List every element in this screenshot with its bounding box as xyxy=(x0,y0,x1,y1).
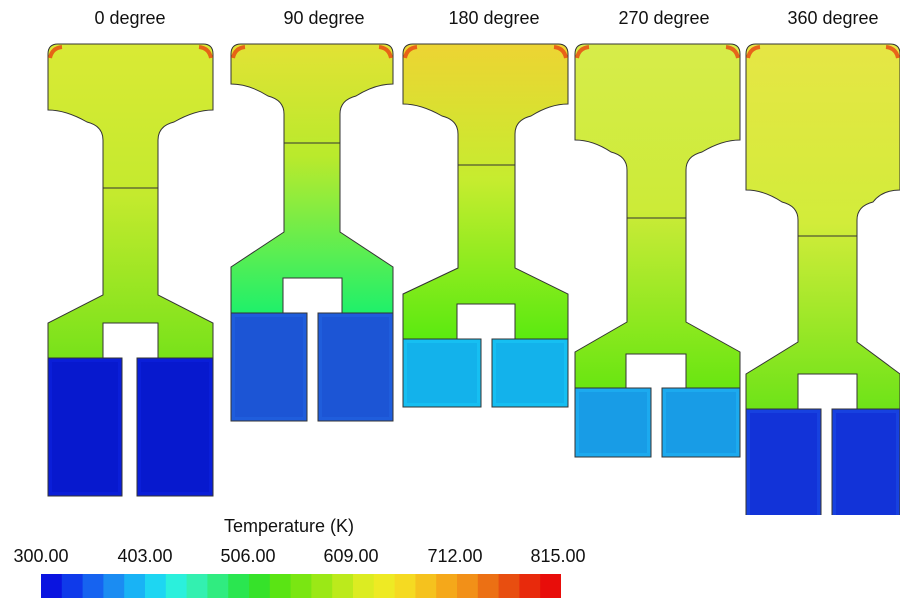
base-shade-right xyxy=(666,392,736,453)
colorbar-tick-label: 403.00 xyxy=(117,546,173,566)
hot-edge-left xyxy=(48,45,63,59)
colorbar-segment xyxy=(186,574,208,598)
colorbar-segment xyxy=(457,574,479,598)
colorbar-segment xyxy=(82,574,104,598)
hot-edge-right xyxy=(725,45,740,59)
hot-edge-left xyxy=(746,45,761,59)
colorbar-tick-label: 506.00 xyxy=(220,546,276,566)
hot-edge-right xyxy=(378,45,393,59)
temperature-colorbar xyxy=(41,574,561,598)
colorbar-segment xyxy=(353,574,375,598)
colorbar-segment xyxy=(498,574,520,598)
hot-edge-left xyxy=(231,45,246,59)
colorbar-segment xyxy=(207,574,229,598)
colorbar-tick-label: 712.00 xyxy=(427,546,483,566)
legend-title: Temperature (K) xyxy=(224,516,355,536)
colorbar-segment xyxy=(145,574,167,598)
colorbar-segment xyxy=(436,574,458,598)
hot-edge-left xyxy=(575,45,590,59)
colorbar-segment xyxy=(311,574,333,598)
hot-edge-right xyxy=(198,45,213,59)
panel-3 xyxy=(574,43,741,458)
base-shade-left xyxy=(52,362,118,492)
colorbar-tick-label: 815.00 xyxy=(530,546,586,566)
panel-1 xyxy=(230,43,394,422)
colorbar-segment xyxy=(103,574,125,598)
colorbar-segment xyxy=(61,574,84,598)
base-shade-right xyxy=(322,317,389,417)
colorbar-segment xyxy=(415,574,437,598)
colorbar-segment xyxy=(477,574,500,598)
conductor-body xyxy=(230,43,394,314)
temperature-contour-panels xyxy=(47,43,900,515)
base-shade-left xyxy=(407,343,477,403)
colorbar-segment xyxy=(249,574,271,598)
hot-edge-right xyxy=(885,45,900,59)
colorbar-segment xyxy=(124,574,146,598)
panel-title: 180 degree xyxy=(448,8,540,28)
base-shade-left xyxy=(579,392,647,453)
colorbar-tick-label: 300.00 xyxy=(13,546,69,566)
colorbar-segment xyxy=(290,574,312,598)
base-shade-left xyxy=(750,413,817,515)
hot-edge-right xyxy=(553,45,568,59)
base-shade-right xyxy=(141,362,209,492)
colorbar-segment xyxy=(165,574,188,598)
colorbar-segment xyxy=(540,574,561,598)
conductor-body xyxy=(402,43,569,340)
panel-title: 90 degree xyxy=(283,8,365,28)
colorbar-segment xyxy=(228,574,250,598)
colorbar-segment xyxy=(394,574,416,598)
base-shade-right xyxy=(836,413,896,515)
colorbar-segment xyxy=(373,574,396,598)
conductor-body xyxy=(574,43,741,389)
conductor-body xyxy=(745,43,900,410)
base-shade-left xyxy=(235,317,303,417)
colorbar-segment xyxy=(41,574,63,598)
colorbar-segment xyxy=(269,574,292,598)
panel-0 xyxy=(47,43,214,497)
panel-2 xyxy=(402,43,569,408)
conductor-body xyxy=(47,43,214,359)
panel-title: 0 degree xyxy=(94,8,166,28)
panel-title: 360 degree xyxy=(787,8,879,28)
hot-edge-left xyxy=(403,45,418,59)
panel-4 xyxy=(745,43,900,515)
colorbar-segment xyxy=(519,574,541,598)
colorbar-segment xyxy=(332,574,354,598)
colorbar-tick-label: 609.00 xyxy=(323,546,379,566)
panel-title: 270 degree xyxy=(618,8,710,28)
base-shade-right xyxy=(496,343,564,403)
